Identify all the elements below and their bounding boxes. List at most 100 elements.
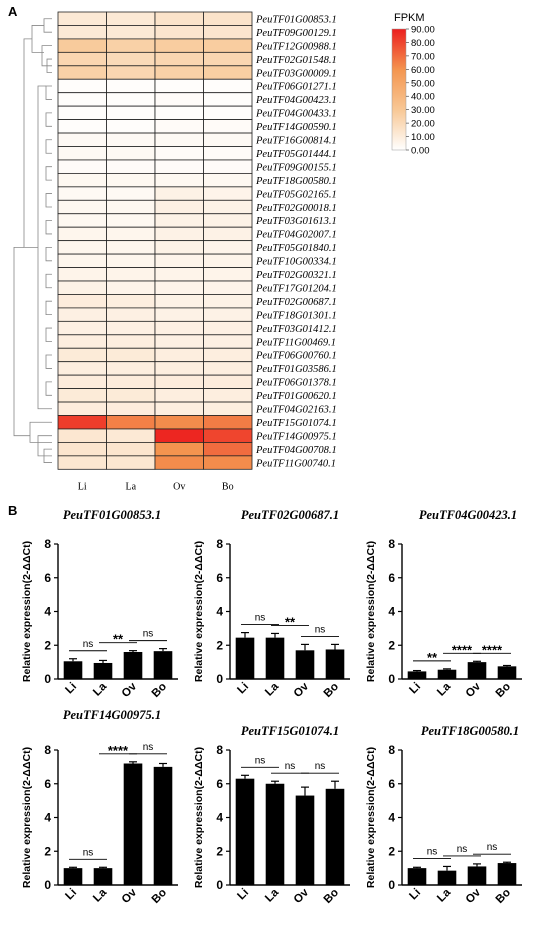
heatmap-cell [57,415,107,430]
heatmap-cell [203,25,253,40]
heatmap-cell [154,65,204,80]
y-tick-label: 6 [388,777,395,791]
bar [295,650,315,679]
chart-title: PeuTF04G00423.1 [419,508,517,522]
heatmap-row-label: PeuTF18G00580.1 [255,176,337,187]
legend-tick-label: 80.00 [411,38,435,49]
heatmap-cell [106,105,156,121]
heatmap-cell [154,240,204,255]
heatmap-row-label: PeuTF03G00009.1 [255,68,337,79]
heatmap-cell [154,226,204,242]
bar [437,870,457,885]
dendrogram-branch [37,435,52,457]
significance-label: **** [452,642,473,657]
x-tick-label: Ov [120,680,140,700]
heatmap-cell [106,428,156,443]
bar [235,778,255,885]
x-tick-label: Bo [150,887,169,906]
bar [325,649,345,679]
heatmap-cell [203,455,253,470]
heatmap-cell [57,159,107,174]
heatmap-cell [154,78,204,94]
heatmap-cell [154,455,204,470]
panel-label-a: A [8,4,18,19]
heatmap-cell [106,78,156,94]
x-tick-label: Ov [120,886,140,906]
bar [235,637,255,679]
heatmap-row-label: PeuTF04G02007.1 [255,230,337,241]
heatmap-cell [203,159,253,174]
y-tick-label: 2 [388,844,395,858]
x-tick-label: La [435,680,453,698]
heatmap-col-label: La [125,481,136,492]
heatmap-cell [106,11,156,26]
heatmap-cell [203,361,253,376]
dendrogram-branch [45,166,52,181]
bar [437,669,457,679]
heatmap-cell [106,455,156,470]
heatmap-cell [203,51,253,67]
y-tick-label: 0 [44,878,51,892]
heatmap-cell [57,199,107,215]
dendrogram-branch [45,193,52,208]
dendrogram-branch [45,381,52,396]
x-tick-label: La [435,886,453,904]
y-tick-label: 4 [216,605,223,619]
heatmap-cell [106,280,156,295]
heatmap-cell [154,25,204,40]
y-tick-label: 6 [44,777,51,791]
heatmap-cell [57,374,107,389]
y-tick-label: 2 [44,844,51,858]
heatmap-cell [106,51,156,67]
y-tick-label: 8 [216,743,223,757]
x-tick-label: Li [407,887,423,903]
panel-label-b: B [8,503,17,518]
dendrogram-branch [13,246,30,437]
y-tick-label: 8 [388,537,395,551]
heatmap-cell [106,334,156,349]
heatmap-row-label: PeuTF14G00975.1 [255,431,337,442]
significance-label: ns [285,761,296,772]
x-tick-label: La [263,886,281,904]
heatmap-cell [154,199,204,215]
heatmap-cell [203,428,253,443]
heatmap-row-label: PeuTF02G01548.1 [255,55,337,66]
x-tick-label: Li [235,681,251,697]
heatmap-cell [57,441,107,457]
heatmap-cell [154,159,204,174]
heatmap-row-label: PeuTF05G01444.1 [255,149,337,160]
legend-tick-label: 90.00 [411,25,435,36]
heatmap-cell [154,146,204,161]
heatmap-cell [106,347,156,363]
heatmap-cell [154,415,204,430]
heatmap-cell [106,320,156,336]
heatmap-cell [57,105,107,121]
x-tick-label: Li [63,887,79,903]
heatmap-cell [57,334,107,349]
bar [325,788,345,885]
heatmap-cell [106,25,156,40]
chart-title: PeuTF01G00853.1 [63,508,161,522]
y-tick-label: 0 [216,672,223,686]
legend-tick-label: 30.00 [411,105,435,116]
heatmap-cell [203,401,253,416]
heatmap-cell [106,132,156,147]
heatmap-cell [57,240,107,255]
y-tick-label: 2 [388,638,395,652]
heatmap-row-label: PeuTF04G00433.1 [255,109,337,120]
heatmap-cell [57,280,107,295]
heatmap-cell [57,253,107,268]
heatmap-cell [57,38,107,53]
heatmap-cell [57,347,107,363]
dendrogram-branch [45,139,52,154]
heatmap-row-label: PeuTF01G03586.1 [255,364,337,375]
heatmap-cell [203,307,253,322]
bar [63,661,83,679]
significance-label: **** [482,642,503,657]
heatmap-cell [106,401,156,416]
heatmap-cell [57,267,107,282]
heatmap-row-label: PeuTF03G01613.1 [255,216,337,227]
chart-title: PeuTF15G01074.1 [241,724,339,738]
heatmap-cell [154,401,204,416]
dendrogram-branch [43,18,52,33]
